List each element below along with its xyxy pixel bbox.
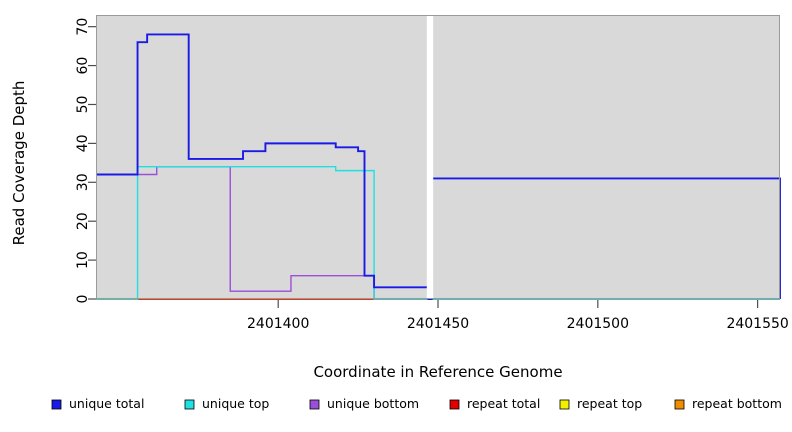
legend-label: repeat bottom — [692, 396, 782, 411]
legend-swatch — [51, 399, 62, 410]
x-axis: 2401400 2401450 2401500 2401550 — [247, 300, 789, 332]
legend-swatch — [449, 399, 460, 410]
gap-band-rect — [426, 15, 434, 299]
plot-panel-background — [96, 15, 780, 299]
legend-label: unique bottom — [327, 396, 419, 411]
x-axis-tick-label: 2401400 — [247, 316, 309, 332]
panel-border-rect — [96, 15, 780, 299]
x-axis-title: Coordinate in Reference Genome — [313, 363, 562, 381]
y-axis-tick-label: 40 — [75, 134, 91, 152]
legend-swatch — [559, 399, 570, 410]
y-axis-title: Read Coverage Depth — [10, 81, 28, 246]
y-axis-tick-label: 70 — [75, 18, 91, 36]
plot-panel — [96, 15, 780, 299]
y-axis-tick-label: 0 — [75, 295, 91, 304]
x-axis-tick-label: 2401450 — [407, 316, 469, 332]
legend-item: repeat top — [559, 396, 642, 411]
coverage-gap-band — [426, 15, 434, 299]
y-axis-tick-label: 10 — [75, 251, 91, 269]
legend-item: repeat bottom — [674, 396, 782, 411]
legend-label: unique top — [202, 396, 269, 411]
legend-swatch — [184, 399, 195, 410]
plot-panel-border — [96, 15, 780, 299]
y-axis-tick-label: 30 — [75, 173, 91, 191]
x-axis-tick-label: 2401550 — [726, 316, 788, 332]
legend-item: repeat total — [449, 396, 540, 411]
legend-label: repeat total — [467, 396, 540, 411]
y-axis-tick-label: 20 — [75, 212, 91, 230]
legend-item: unique top — [184, 396, 269, 411]
legend-label: unique total — [69, 396, 144, 411]
y-axis-tick-label: 60 — [75, 57, 91, 75]
y-axis-tick-label: 50 — [75, 96, 91, 114]
x-axis-tick-label: 2401500 — [567, 316, 629, 332]
y-axis: 0 10 20 30 40 50 60 70 — [75, 18, 96, 304]
legend-swatch — [309, 399, 320, 410]
legend-item: unique total — [51, 396, 144, 411]
chart-legend: unique total unique top unique bottom repea… — [51, 396, 782, 411]
legend-item: unique bottom — [309, 396, 419, 411]
legend-label: repeat top — [577, 396, 642, 411]
legend-swatch — [674, 399, 685, 410]
